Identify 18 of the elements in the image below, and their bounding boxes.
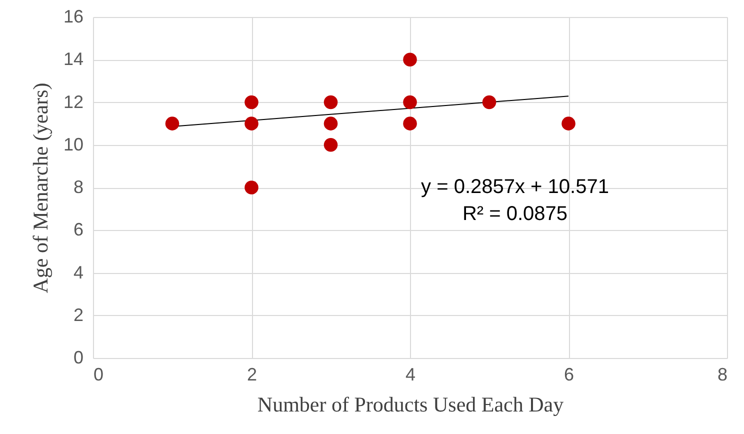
y-tick-label: 0 [73, 348, 84, 368]
annotation: y = 0.2857x + 10.571 [421, 176, 609, 198]
x-tick-label: 4 [405, 364, 416, 384]
x-tick-label: 8 [717, 364, 728, 384]
x-tick-label: 0 [94, 364, 104, 384]
y-tick-label: 12 [63, 92, 84, 112]
y-tick-label: 2 [73, 304, 84, 325]
y-tick-label: 10 [63, 134, 84, 154]
y-tick-label: 8 [73, 177, 84, 197]
y-tick-label: 6 [73, 220, 84, 240]
y-axis-title: Age of Menarche (years) [28, 82, 52, 294]
annotation: R² = 0.0875 [462, 203, 568, 225]
y-tick-label: 14 [63, 49, 84, 70]
x-tick-label: 2 [246, 364, 258, 384]
x-axis-title: Number of Products Used Each Day [257, 392, 564, 416]
y-tick-label: 4 [73, 262, 84, 282]
x-tick-label: 6 [564, 364, 574, 384]
y-tick-label: 16 [63, 6, 84, 26]
